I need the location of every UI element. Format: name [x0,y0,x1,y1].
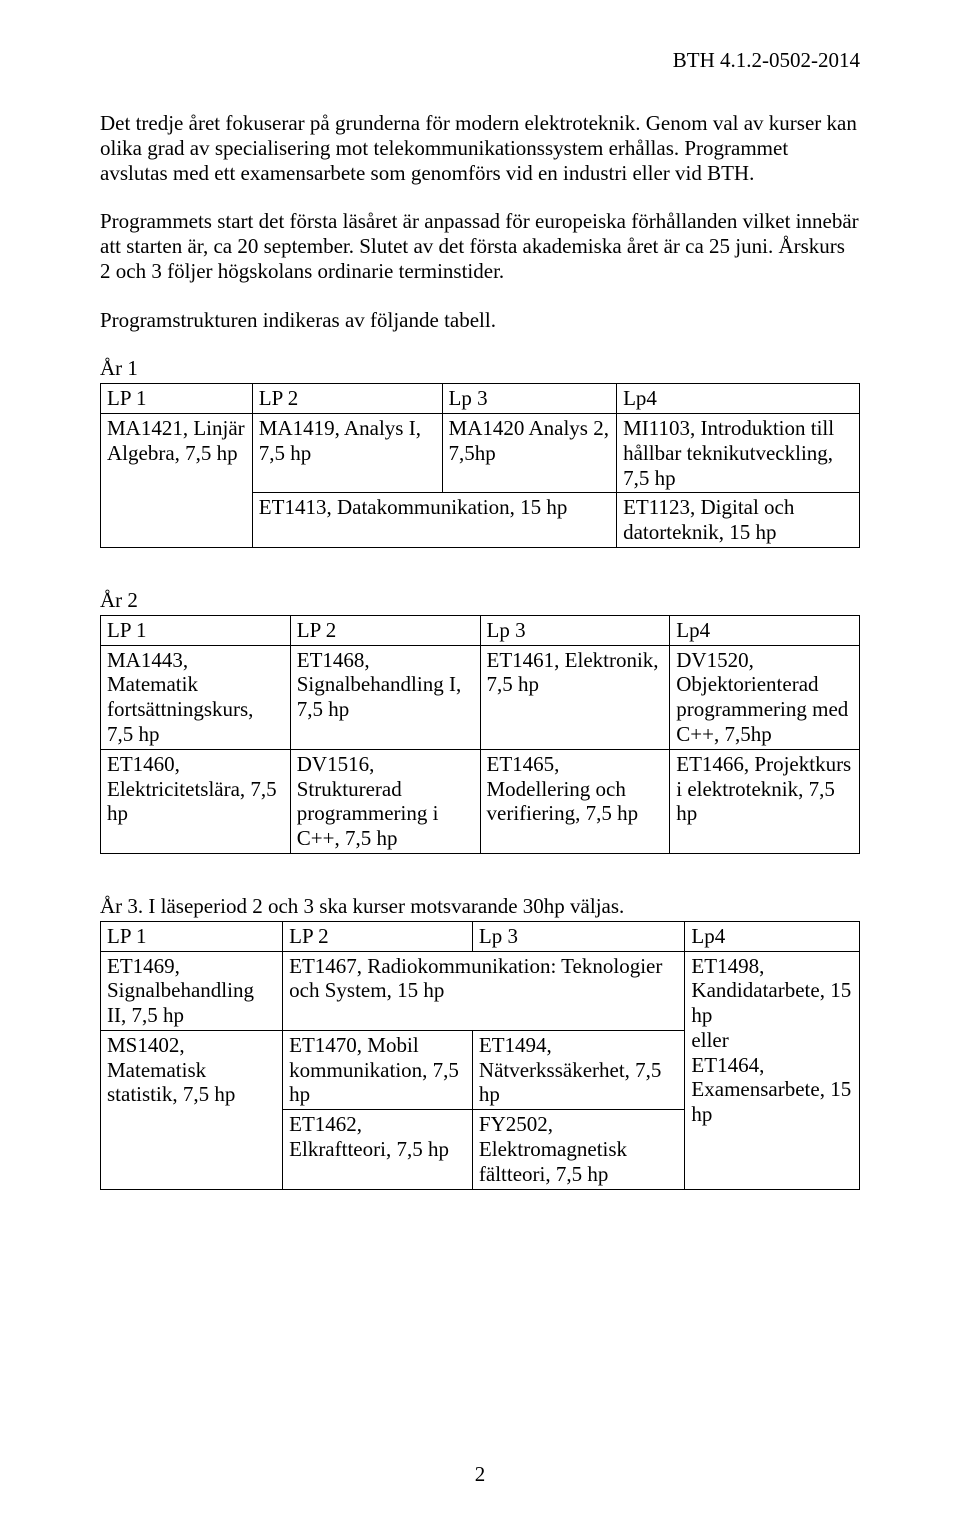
cell: MA1419, Analys I, 7,5 hp [252,414,442,493]
cell: ET1462, Elkraftteori, 7,5 hp [283,1110,473,1189]
col-header: LP 2 [290,615,480,645]
col-header: LP 1 [101,384,253,414]
cell: ET1465, Modellering och verifiering, 7,5… [480,749,670,853]
year1-table: LP 1 LP 2 Lp 3 Lp4 MA1421, Linjär Algebr… [100,383,860,548]
cell: ET1494, Nätverkssäkerhet, 7,5 hp [472,1030,685,1109]
cell: ET1123, Digital och datorteknik, 15 hp [617,493,860,548]
page: BTH 4.1.2-0502-2014 Det tredje året foku… [0,0,960,1527]
table-row: LP 1 LP 2 Lp 3 Lp4 [101,921,860,951]
col-header: LP 1 [101,921,283,951]
cell: ET1470, Mobil kommunikation, 7,5 hp [283,1030,473,1109]
col-header: Lp4 [670,615,860,645]
year2-table: LP 1 LP 2 Lp 3 Lp4 MA1443, Matematik for… [100,615,860,854]
col-header: Lp4 [685,921,860,951]
cell: MS1402, Matematisk statistik, 7,5 hp [101,1030,283,1189]
table-row: ET1460, Elektricitetslära, 7,5 hp DV1516… [101,749,860,853]
cell: ET1466, Projektkurs i elektroteknik, 7,5… [670,749,860,853]
col-header: LP 2 [283,921,473,951]
table-row: ET1469, Signalbehandling II, 7,5 hp ET14… [101,951,860,1030]
page-number: 2 [0,1462,960,1487]
paragraph-2: Programmets start det första läsåret är … [100,209,860,283]
cell: ET1413, Datakommunikation, 15 hp [252,493,616,548]
cell: ET1469, Signalbehandling II, 7,5 hp [101,951,283,1030]
cell: ET1467, Radiokommunikation: Teknologier … [283,951,685,1030]
cell: DV1516, Strukturerad programmering i C++… [290,749,480,853]
doc-id: BTH 4.1.2-0502-2014 [100,48,860,73]
cell: DV1520, Objektorienterad programmering m… [670,645,860,749]
cell: MI1103, Introduktion till hållbar teknik… [617,414,860,493]
cell: MA1420 Analys 2, 7,5hp [442,414,617,493]
table-row: LP 1 LP 2 Lp 3 Lp4 [101,384,860,414]
col-header: LP 2 [252,384,442,414]
cell: ET1468, Signalbehandling I, 7,5 hp [290,645,480,749]
year2-label: År 2 [100,588,860,613]
cell: ET1460, Elektricitetslära, 7,5 hp [101,749,291,853]
table-row: MA1421, Linjär Algebra, 7,5 hp MA1419, A… [101,414,860,493]
table-row: MA1443, Matematik fortsättningskurs, 7,5… [101,645,860,749]
col-header: LP 1 [101,615,291,645]
col-header: Lp4 [617,384,860,414]
col-header: Lp 3 [480,615,670,645]
col-header: Lp 3 [442,384,617,414]
cell: FY2502, Elektromagnetisk fältteori, 7,5 … [472,1110,685,1189]
paragraph-1: Det tredje året fokuserar på grunderna f… [100,111,860,185]
cell: MA1443, Matematik fortsättningskurs, 7,5… [101,645,291,749]
cell: ET1498, Kandidatarbete, 15 hp eller ET14… [685,951,860,1189]
year3-table: LP 1 LP 2 Lp 3 Lp4 ET1469, Signalbehandl… [100,921,860,1190]
year1-label: År 1 [100,356,860,381]
year3-caption: År 3. I läseperiod 2 och 3 ska kurser mo… [100,894,860,919]
col-header: Lp 3 [472,921,685,951]
paragraph-3: Programstrukturen indikeras av följande … [100,308,860,333]
table-row: LP 1 LP 2 Lp 3 Lp4 [101,615,860,645]
cell: MA1421, Linjär Algebra, 7,5 hp [101,414,253,548]
cell: ET1461, Elektronik, 7,5 hp [480,645,670,749]
